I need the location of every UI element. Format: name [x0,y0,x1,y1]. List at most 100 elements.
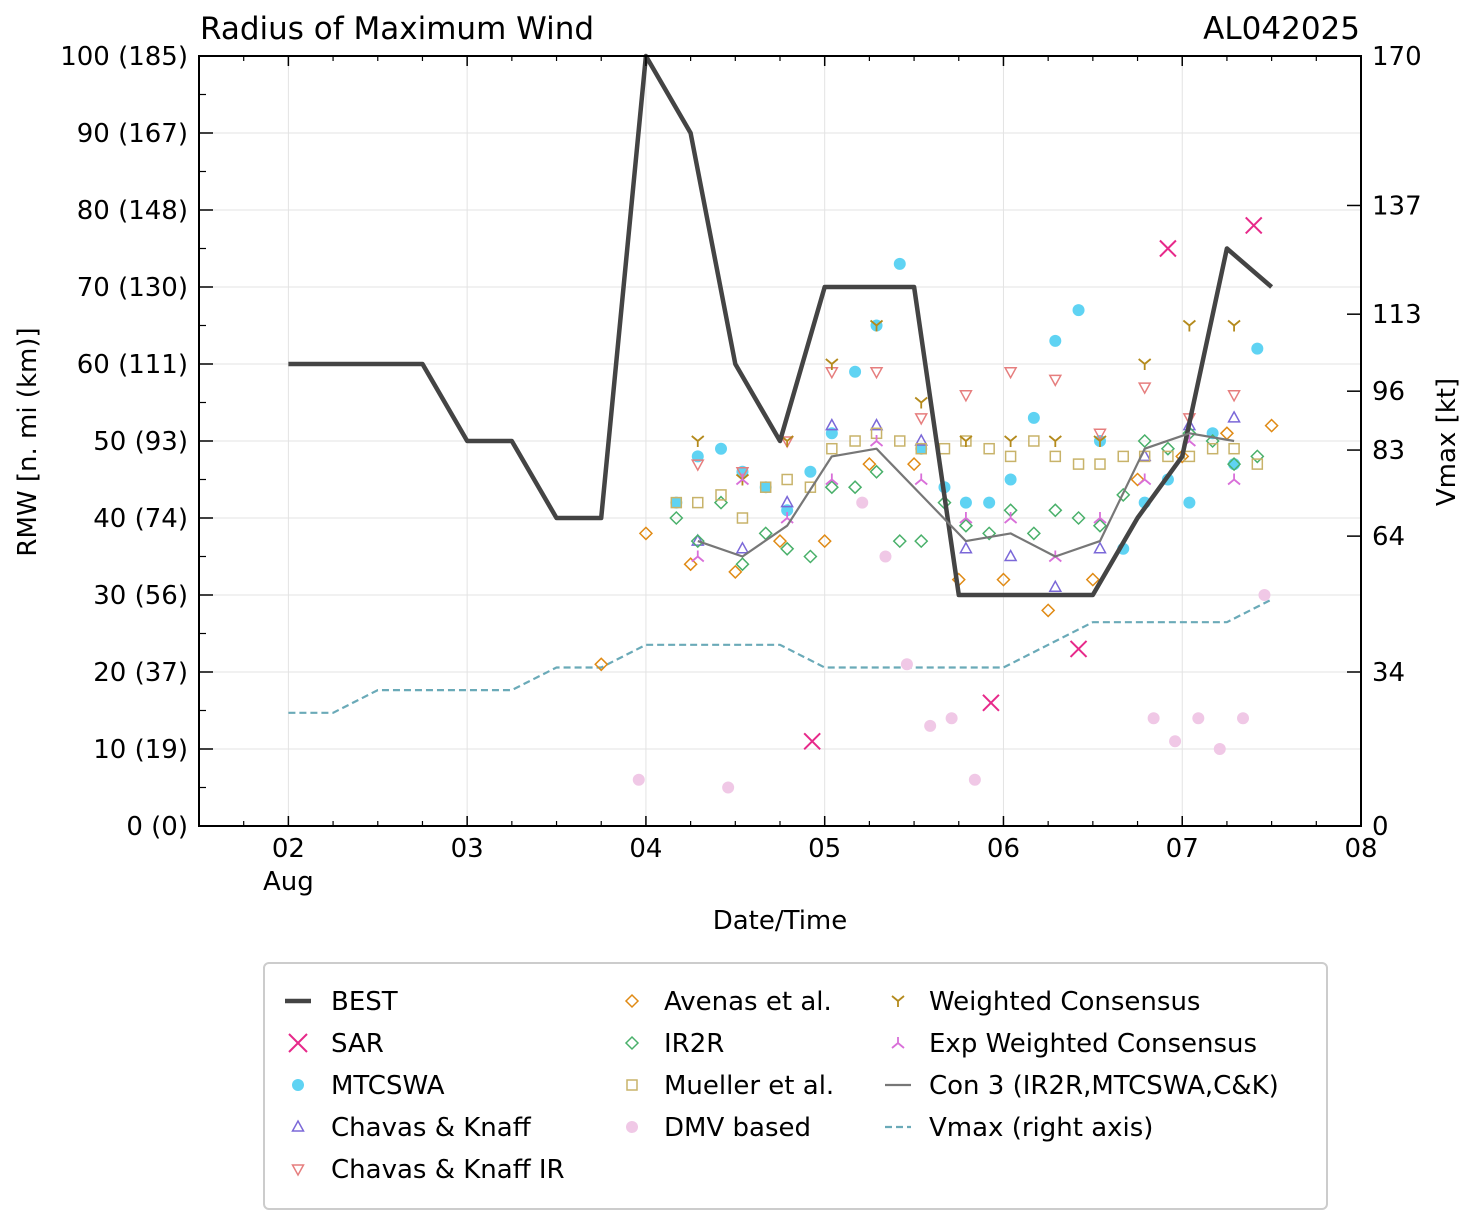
point-weighted-consensus [1138,358,1152,370]
point-sar [982,694,1000,712]
x-tick-label: 02 [272,834,305,864]
legend-label-exp-weighted-consensus: Exp Weighted Consensus [929,1029,1257,1059]
point-dmv-based [1169,735,1182,748]
point-chavas-knaff [914,433,928,446]
x-tick-label: 04 [629,834,662,864]
right-y-tick-label: 113 [1372,300,1422,330]
point-mueller-et-al [1094,458,1106,470]
legend-swatch-sar [288,1033,308,1053]
point-sar [1159,239,1177,258]
point-exp-weighted-consensus [825,473,839,486]
point-avenas-et-al [907,457,922,472]
point-mueller-et-al [1117,450,1129,463]
series-best [288,53,1274,598]
point-ir2r [1026,526,1041,541]
series-exp-weighted-consensus [691,435,1241,563]
point-chavas-knaff [1227,410,1241,423]
chart-title: Radius of Maximum Wind [200,11,594,47]
right-y-tick-label: 170 [1372,42,1422,72]
point-mtcswa [849,365,862,378]
legend-label-best: BEST [331,987,398,1017]
point-mtcswa [1072,304,1085,317]
point-weighted-consensus [1048,435,1062,447]
y-tick-label: 60 (111) [77,350,188,380]
point-mueller-et-al [1049,450,1062,463]
point-mtcswa [1027,411,1040,424]
legend-label-chavas-knaff: Chavas & Knaff [331,1113,532,1143]
legend-label-ir2r: IR2R [664,1029,724,1059]
legend-label-con-3-ir2r-mtcswa-c-k: Con 3 (IR2R,MTCSWA,C&K) [929,1071,1279,1101]
line-best [288,53,1274,598]
point-weighted-consensus [1227,319,1241,332]
point-mueller-et-al [894,435,906,447]
point-ir2r [914,534,929,549]
y-axis-label: RMW [n. mi (km)] [13,327,43,556]
y-tick-label: 10 (19) [93,735,188,765]
legend-label-chavas-knaff-ir: Chavas & Knaff IR [331,1155,565,1185]
point-dmv-based [945,712,958,725]
point-avenas-et-al [996,572,1011,587]
x-tick-label: 05 [808,834,841,864]
point-mueller-et-al [804,481,817,493]
point-avenas-et-al [1041,603,1056,618]
point-mueller-et-al [759,481,772,493]
right-y-tick-label: 137 [1372,191,1422,221]
line-vmax-right-axis [288,598,1273,714]
series-avenas-et-al [594,418,1279,672]
point-avenas-et-al [817,534,832,549]
point-mtcswa [983,496,996,509]
point-chavas-knaff-ir [1137,382,1152,395]
point-chavas-knaff [1048,579,1063,593]
y-tick-label: 50 (93) [93,427,188,457]
point-ir2r [669,510,684,526]
point-weighted-consensus [914,396,928,409]
point-chavas-knaff-ir [1003,366,1018,380]
point-chavas-knaff-ir [1048,374,1063,387]
point-dmv-based [1237,712,1250,725]
y-tick-label: 40 (74) [93,504,188,534]
point-chavas-knaff-ir [869,366,884,380]
series-vmax-right-axis [288,598,1273,714]
point-dmv-based [632,773,645,786]
legend-label-sar: SAR [331,1029,384,1059]
point-mueller-et-al [1228,442,1240,455]
point-chavas-knaff-ir [1227,390,1241,403]
y-tick-label: 0 (0) [126,812,188,842]
point-ir2r [735,557,750,572]
point-dmv-based [1213,743,1226,755]
point-avenas-et-al [772,534,788,549]
right-y-tick-label: 0 [1372,812,1389,842]
point-chavas-knaff [690,533,705,546]
point-weighted-consensus [959,435,973,447]
point-ir2r [1048,503,1063,518]
point-mtcswa [1004,473,1017,486]
point-chavas-knaff-ir [690,459,705,472]
series-chavas-knaff-ir [690,366,1241,480]
point-chavas-knaff-ir [914,413,928,426]
point-ir2r [1137,433,1152,449]
point-chavas-knaff [1003,548,1018,562]
point-ir2r [713,495,729,510]
x-tick-label: 07 [1166,834,1199,864]
point-mtcswa [670,496,683,509]
point-ir2r [1250,449,1265,464]
y-tick-label: 70 (130) [77,273,188,303]
point-mueller-et-al [849,435,861,447]
point-ir2r [848,480,863,495]
point-exp-weighted-consensus [869,435,884,447]
point-dmv-based [1258,589,1271,601]
legend-label-mtcswa: MTCSWA [331,1071,445,1101]
point-weighted-consensus [825,358,839,370]
legend-label-mueller-et-al: Mueller et al. [664,1071,834,1101]
point-ir2r [1227,457,1242,472]
point-mueller-et-al [692,496,704,509]
legend-label-vmax-right-axis: Vmax (right axis) [929,1113,1153,1143]
point-mueller-et-al [938,442,951,455]
point-exp-weighted-consensus [1004,512,1018,524]
point-chavas-knaff-ir [1093,428,1107,441]
point-chavas-knaff [825,418,839,431]
legend-label-avenas-et-al: Avenas et al. [664,987,832,1017]
point-mueller-et-al [736,512,749,524]
